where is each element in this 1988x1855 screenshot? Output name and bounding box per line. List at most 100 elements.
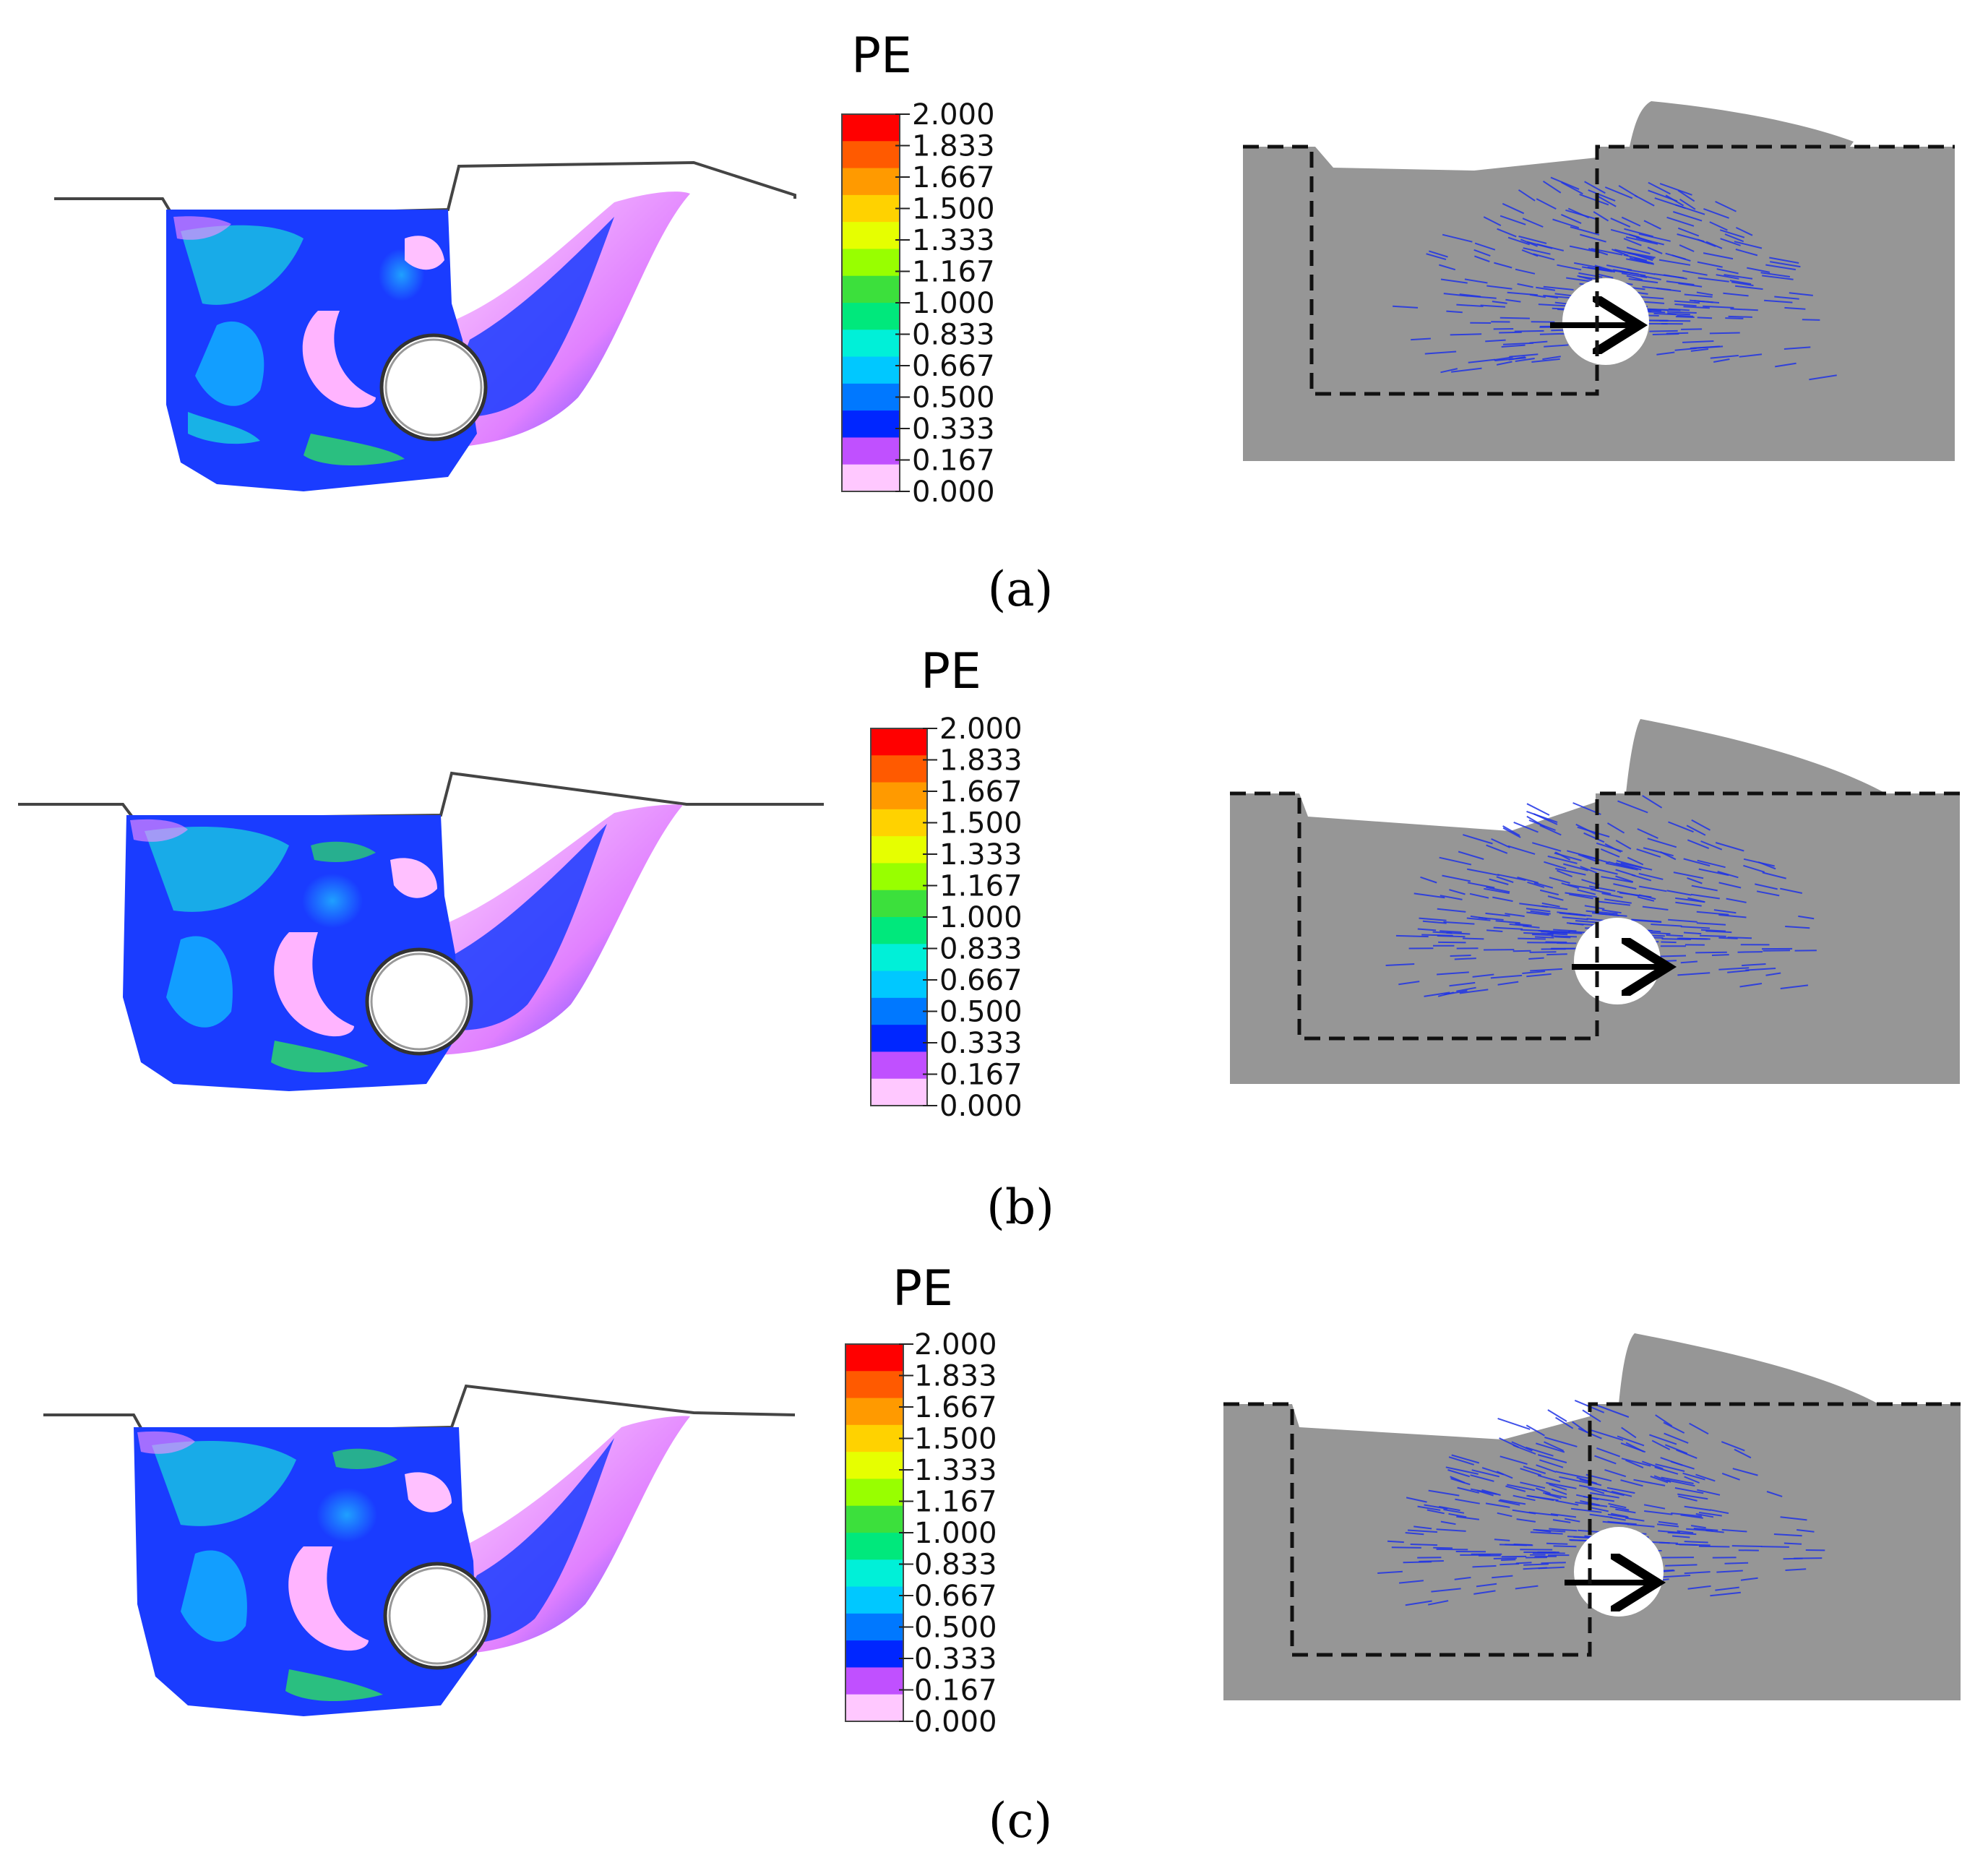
displacement-vector bbox=[1449, 889, 1466, 895]
displacement-vector bbox=[1444, 990, 1468, 996]
displacement-vector bbox=[1532, 934, 1554, 937]
legend-swatch bbox=[842, 168, 900, 196]
pe-legend: PE 2.0001.8331.6671.5001.3331.1671.0000.… bbox=[841, 27, 995, 509]
displacement-vector bbox=[1674, 300, 1700, 304]
displacement-vector bbox=[1674, 304, 1697, 307]
displacement-vector bbox=[1747, 267, 1770, 273]
displacement-vector bbox=[1512, 1494, 1536, 1502]
displacement-vector bbox=[1578, 853, 1598, 863]
displacement-vector bbox=[1485, 1502, 1510, 1508]
displacement-vector bbox=[1552, 1519, 1571, 1523]
displacement-vector bbox=[1761, 1546, 1789, 1548]
displacement-vector bbox=[1656, 1523, 1679, 1528]
displacement-vector bbox=[1446, 931, 1471, 935]
displacement-vector bbox=[1596, 842, 1623, 853]
legend-tick-label: 2.000 bbox=[939, 713, 1023, 746]
displacement-vector bbox=[1492, 301, 1507, 304]
displacement-vector bbox=[1684, 1571, 1711, 1575]
displacement-vector bbox=[1596, 1447, 1621, 1458]
displacement-vector bbox=[1544, 1437, 1578, 1447]
displacement-vector bbox=[1636, 848, 1661, 858]
displacement-vector bbox=[1579, 1484, 1607, 1492]
displacement-vector bbox=[1520, 1481, 1546, 1489]
displacement-vector bbox=[1552, 218, 1580, 229]
displacement-vector bbox=[1642, 795, 1663, 809]
displacement-vector bbox=[1690, 1525, 1706, 1529]
displacement-vector bbox=[1476, 1583, 1497, 1588]
displacement-vector bbox=[1569, 245, 1600, 254]
displacement-vector bbox=[1643, 220, 1661, 230]
displacement-vector bbox=[1696, 291, 1713, 296]
displacement-vector bbox=[1684, 293, 1713, 298]
displacement-vector bbox=[1755, 883, 1778, 890]
displacement-vector bbox=[1405, 1532, 1424, 1536]
displacement-vector bbox=[1727, 969, 1750, 973]
displacement-vector bbox=[1689, 1422, 1709, 1435]
legend-swatch bbox=[871, 944, 927, 972]
displacement-vector bbox=[1466, 868, 1500, 877]
legend-tick-label: 0.500 bbox=[914, 1611, 997, 1645]
displacement-vector bbox=[1520, 929, 1550, 932]
displacement-vector bbox=[1591, 1429, 1624, 1441]
displacement-vector bbox=[1538, 304, 1567, 307]
displacement-vector bbox=[1739, 983, 1763, 988]
displacement-vector bbox=[1547, 895, 1564, 901]
displacement-vector bbox=[1601, 892, 1623, 898]
displacement-vector bbox=[1561, 181, 1583, 195]
legend-tick-label: 0.833 bbox=[912, 319, 995, 352]
displacement-vector bbox=[1588, 189, 1616, 202]
legend-swatch bbox=[845, 1533, 903, 1560]
displacement-vector bbox=[1698, 1545, 1730, 1548]
displacement-vector bbox=[1607, 1520, 1637, 1525]
displacement-vector bbox=[1526, 1446, 1554, 1457]
displacement-vector bbox=[1638, 872, 1664, 880]
displacement-vector bbox=[1536, 244, 1565, 251]
legend-swatch bbox=[871, 728, 927, 756]
displacement-vector bbox=[1419, 917, 1447, 921]
displacement-vector bbox=[1684, 1505, 1711, 1511]
displacement-vector bbox=[1716, 274, 1739, 280]
displacement-vector bbox=[1542, 180, 1562, 194]
displacement-vector bbox=[1570, 1507, 1602, 1513]
displacement-vector bbox=[1570, 226, 1600, 236]
displacement-vector bbox=[1653, 1475, 1671, 1483]
displacement-vector bbox=[1528, 819, 1556, 831]
displacement-vector bbox=[1523, 1466, 1546, 1474]
displacement-vector bbox=[1697, 238, 1716, 247]
displacement-vector bbox=[1526, 1494, 1559, 1502]
displacement-vector bbox=[1690, 348, 1709, 352]
displacement-vector bbox=[1492, 896, 1513, 903]
displacement-vector bbox=[1499, 1437, 1519, 1448]
displacement-vector bbox=[1785, 1568, 1807, 1571]
legend-swatch bbox=[842, 356, 900, 384]
displacement-vector bbox=[1413, 892, 1445, 899]
displacement-vector bbox=[1690, 893, 1720, 900]
displacement-vector bbox=[1647, 838, 1677, 848]
legend-title: PE bbox=[921, 643, 981, 700]
legend-tick-label: 1.500 bbox=[912, 193, 995, 226]
displacement-vector bbox=[1443, 921, 1475, 925]
displacement-vector bbox=[1606, 1486, 1635, 1494]
displacement-vector bbox=[1417, 1505, 1441, 1511]
displacement-vector bbox=[1536, 198, 1557, 210]
displacement-vector bbox=[1534, 936, 1554, 939]
displacement-vector bbox=[1456, 986, 1476, 992]
displacement-vector bbox=[1673, 871, 1704, 879]
displacement-vector bbox=[1658, 259, 1691, 266]
legend-tick-label: 1.167 bbox=[914, 1486, 997, 1519]
displacement-vector bbox=[1591, 1507, 1609, 1512]
displacement-vector bbox=[1590, 866, 1618, 875]
legend-swatch bbox=[842, 303, 900, 330]
displacement-vector bbox=[1624, 228, 1653, 238]
displacement-vector bbox=[1507, 845, 1536, 855]
legend-swatch bbox=[871, 970, 927, 999]
displacement-vector bbox=[1677, 1530, 1694, 1534]
displacement-vector bbox=[1658, 1520, 1678, 1525]
displacement-vector bbox=[1679, 198, 1696, 210]
displacement-vector bbox=[1515, 268, 1536, 275]
pe-contour-plot bbox=[54, 160, 796, 491]
displacement-vector bbox=[1550, 1513, 1577, 1518]
displacement-vector bbox=[1626, 246, 1651, 254]
displacement-vector bbox=[1518, 189, 1536, 202]
displacement-vector bbox=[1439, 856, 1472, 866]
